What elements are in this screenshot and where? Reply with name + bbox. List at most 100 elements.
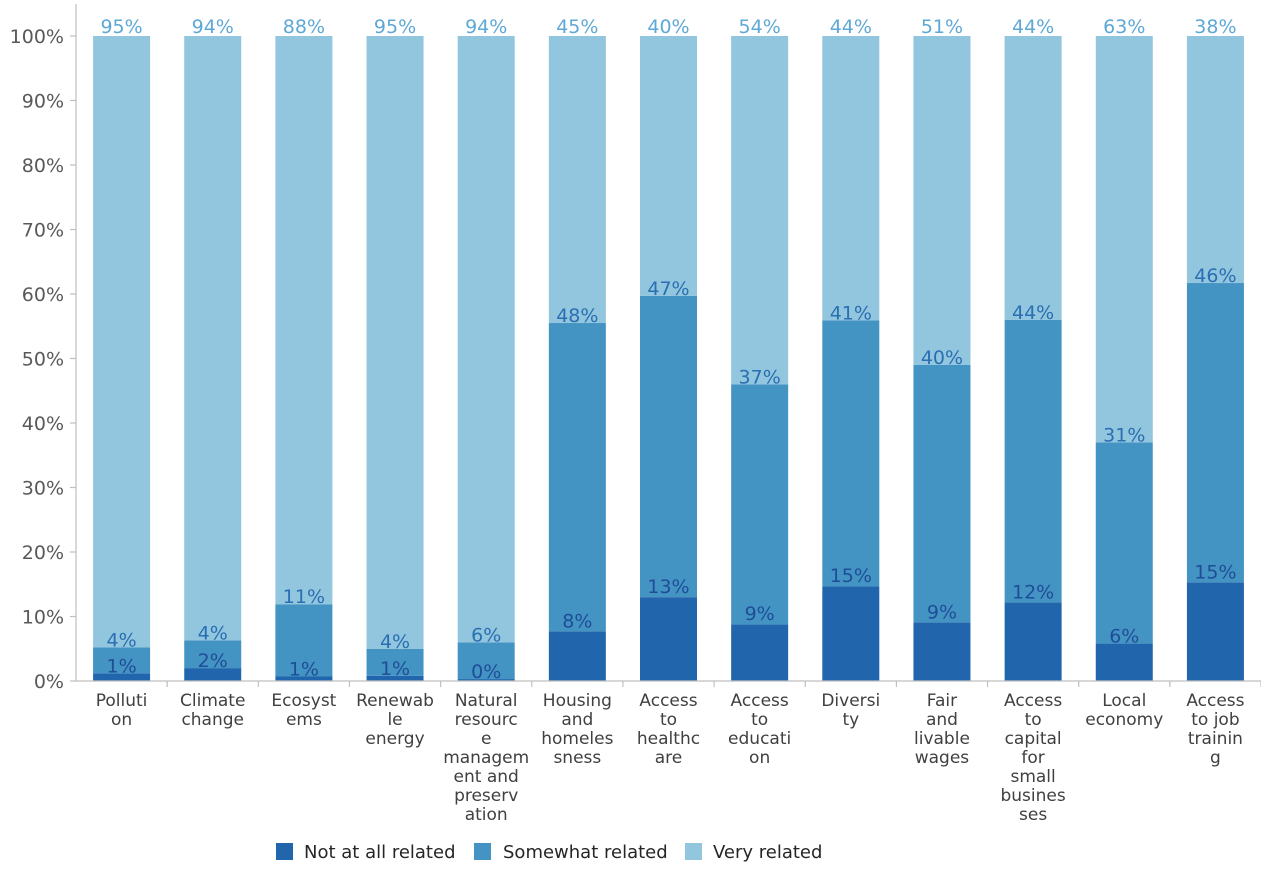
bar-segment-somewhat-related bbox=[1004, 319, 1062, 603]
bar-segment-very-related bbox=[822, 36, 880, 321]
bar-segment-somewhat-related bbox=[731, 384, 789, 625]
legend-label: Very related bbox=[713, 842, 822, 863]
x-category-label: Local economy bbox=[1085, 691, 1163, 730]
bar-segment-somewhat-related bbox=[366, 648, 424, 676]
data-label-not-at-all-related: 12% bbox=[1012, 581, 1054, 603]
bar-segment-not-at-all-related bbox=[93, 673, 151, 681]
y-tick-label: 90% bbox=[22, 91, 64, 113]
x-category-label: Ecosyst ems bbox=[271, 691, 336, 730]
data-label-not-at-all-related: 15% bbox=[1194, 561, 1236, 583]
bar-segment-not-at-all-related bbox=[548, 631, 606, 681]
data-label-somewhat-related: 48% bbox=[556, 305, 598, 327]
data-label-very-related: 95% bbox=[100, 16, 142, 38]
data-label-somewhat-related: 11% bbox=[283, 586, 325, 608]
bar-segment-very-related bbox=[275, 36, 333, 605]
x-category-label: Natural resourc e managem ent and preserv atio… bbox=[443, 691, 529, 825]
data-label-not-at-all-related: 2% bbox=[198, 650, 228, 672]
legend-swatch bbox=[276, 843, 293, 860]
bar-segment-not-at-all-related bbox=[366, 675, 424, 681]
bar-segment-very-related bbox=[93, 36, 151, 648]
legend-swatch bbox=[685, 843, 702, 860]
data-label-somewhat-related: 6% bbox=[471, 624, 501, 646]
data-label-very-related: 88% bbox=[283, 16, 325, 38]
x-axis: Polluti on Climate change Ecosyst ems Renewab l… bbox=[76, 680, 1261, 825]
data-label-not-at-all-related: 6% bbox=[1109, 626, 1139, 648]
x-category-label: Climate change bbox=[180, 691, 245, 730]
bar-segment-very-related bbox=[913, 36, 971, 365]
data-label-somewhat-related: 4% bbox=[380, 631, 410, 653]
y-tick-label: 10% bbox=[22, 607, 64, 629]
y-tick-label: 60% bbox=[22, 284, 64, 306]
bar-segment-somewhat-related bbox=[1095, 442, 1153, 644]
data-label-not-at-all-related: 8% bbox=[562, 610, 592, 632]
data-label-somewhat-related: 44% bbox=[1012, 302, 1054, 324]
bar-segment-somewhat-related bbox=[275, 604, 333, 677]
data-label-somewhat-related: 40% bbox=[921, 347, 963, 369]
bars-group: 1% 4% 95% 2% 4% 94% 1% 11% 88% 1% 4% 95% 0% 6% 94% 8% 48… bbox=[93, 16, 1244, 683]
data-label-not-at-all-related: 1% bbox=[289, 658, 319, 680]
y-tick-label: 20% bbox=[22, 542, 64, 564]
bar-segment-somewhat-related bbox=[457, 642, 515, 680]
data-label-very-related: 44% bbox=[1012, 16, 1054, 38]
data-label-not-at-all-related: 13% bbox=[647, 576, 689, 598]
bar-segment-not-at-all-related bbox=[731, 624, 789, 681]
bar-segment-very-related bbox=[640, 36, 697, 296]
bar-segment-very-related bbox=[184, 36, 242, 641]
bar-segment-very-related bbox=[731, 36, 789, 385]
bar-segment-very-related bbox=[1186, 36, 1244, 284]
data-label-not-at-all-related: 9% bbox=[927, 601, 957, 623]
bar-segment-somewhat-related bbox=[640, 295, 697, 598]
y-tick-label: 100% bbox=[10, 26, 64, 48]
data-label-very-related: 44% bbox=[830, 16, 872, 38]
data-label-somewhat-related: 31% bbox=[1103, 424, 1145, 446]
bar-segment-somewhat-related bbox=[184, 640, 242, 669]
x-category-label: Fair and livable wages bbox=[914, 691, 970, 768]
data-label-very-related: 94% bbox=[465, 16, 507, 38]
x-category-label: Polluti on bbox=[96, 691, 148, 730]
data-label-somewhat-related: 46% bbox=[1194, 265, 1236, 287]
x-category-label: Access to capital for small busines ses bbox=[1000, 691, 1065, 825]
data-label-somewhat-related: 37% bbox=[739, 366, 781, 388]
data-label-not-at-all-related: 1% bbox=[106, 655, 136, 677]
bar-segment-somewhat-related bbox=[93, 647, 151, 674]
y-tick-label: 80% bbox=[22, 155, 64, 177]
data-label-very-related: 54% bbox=[739, 16, 781, 38]
data-label-very-related: 40% bbox=[647, 16, 689, 38]
legend-label: Somewhat related bbox=[503, 842, 668, 863]
y-tick-label: 40% bbox=[22, 413, 64, 435]
bar-segment-somewhat-related bbox=[913, 364, 971, 623]
bar-segment-not-at-all-related bbox=[822, 586, 880, 681]
y-tick-label: 30% bbox=[22, 478, 64, 500]
data-label-very-related: 63% bbox=[1103, 16, 1145, 38]
bar-segment-very-related bbox=[1095, 36, 1153, 443]
data-label-somewhat-related: 41% bbox=[830, 302, 872, 324]
bar-segment-somewhat-related bbox=[548, 323, 606, 632]
x-category-label: Housing and homeles sness bbox=[541, 691, 613, 768]
legend: Not at all related Somewhat related Very r… bbox=[276, 842, 822, 863]
data-label-not-at-all-related: 0% bbox=[471, 661, 501, 683]
y-axis: 0% 10% 20% 30% 40% 50% 60% 70% 80% 90% 100% bbox=[10, 4, 77, 693]
data-label-very-related: 94% bbox=[192, 16, 234, 38]
bar-segment-not-at-all-related bbox=[275, 676, 333, 681]
bar-segment-very-related bbox=[457, 36, 515, 643]
bar-segment-not-at-all-related bbox=[457, 679, 515, 681]
y-tick-label: 70% bbox=[22, 220, 64, 242]
bar-segment-very-related bbox=[366, 36, 424, 649]
bar-segment-somewhat-related bbox=[822, 320, 880, 587]
bar-segment-very-related bbox=[1004, 36, 1062, 320]
x-category-label: Access to healthc are bbox=[637, 691, 700, 768]
bar-segment-not-at-all-related bbox=[184, 668, 242, 681]
legend-swatch bbox=[474, 843, 491, 860]
x-category-label: Diversi ty bbox=[821, 691, 880, 730]
bar-segment-not-at-all-related bbox=[640, 597, 697, 681]
bar-segment-somewhat-related bbox=[1186, 283, 1244, 583]
legend-label: Not at all related bbox=[304, 842, 456, 863]
data-label-very-related: 51% bbox=[921, 16, 963, 38]
data-label-not-at-all-related: 1% bbox=[380, 658, 410, 680]
x-category-label: Access to job trainin g bbox=[1186, 691, 1244, 768]
bar-segment-not-at-all-related bbox=[913, 622, 971, 681]
x-category-label: Access to educati on bbox=[728, 691, 791, 768]
y-tick-label: 0% bbox=[34, 671, 64, 693]
